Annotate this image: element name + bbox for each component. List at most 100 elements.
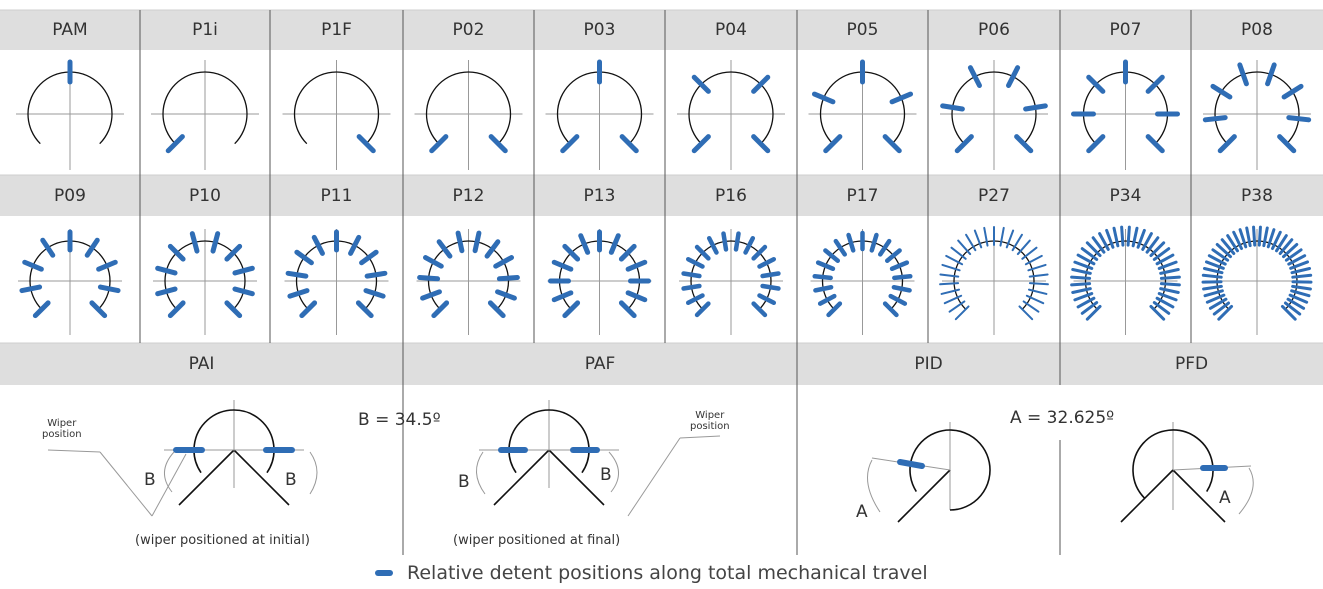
detent-mark: [299, 300, 318, 319]
legend-text: Relative detent positions along total me…: [407, 562, 928, 584]
detent-mark: [940, 288, 961, 295]
detent-mark: [1283, 301, 1302, 316]
detent-mark: [1155, 253, 1175, 266]
detent-mark: [1202, 267, 1224, 275]
detent-mark: [1085, 241, 1102, 258]
header-pai: PAI: [188, 354, 215, 374]
detent-mark: [939, 273, 960, 278]
b-angle-value: B = 34.5º: [358, 410, 441, 430]
angle-b-arc-right: [309, 451, 318, 495]
detent-mark: [363, 288, 386, 299]
detent-mark: [1288, 293, 1309, 304]
detent-mark: [1070, 282, 1092, 287]
detent-mark: [1005, 229, 1015, 249]
header-p08: P08: [1241, 20, 1273, 40]
pid-letter-a: A: [856, 502, 868, 522]
header-p06: P06: [978, 20, 1010, 40]
row1-header-band: [0, 10, 1323, 50]
detent-swatch-icon: [375, 570, 393, 576]
header-p03: P03: [583, 20, 616, 40]
detent-mark: [429, 134, 449, 154]
detent-mark: [1291, 273, 1313, 279]
a-angle-value: A = 32.625º: [1010, 408, 1115, 428]
detent-mark: [1091, 236, 1106, 254]
detent-mark: [812, 274, 833, 281]
detent-mark: [560, 134, 580, 154]
detent-mark: [941, 263, 961, 272]
header-p27: P27: [978, 185, 1010, 206]
detent-mark: [888, 293, 908, 306]
detent-mark: [618, 300, 637, 319]
detent-mark: [487, 300, 506, 319]
detent-mark: [751, 74, 771, 94]
detent-mark: [1086, 134, 1106, 154]
travel-end-line: [1172, 469, 1226, 523]
detent-mark: [878, 238, 892, 257]
detent-mark: [1021, 246, 1038, 260]
detent-mark: [484, 239, 501, 259]
detent-mark: [472, 230, 482, 254]
detent-mark: [1220, 238, 1236, 255]
travel-arc: [164, 240, 246, 310]
detent-mark: [823, 134, 843, 154]
header-p02: P02: [452, 20, 485, 40]
detent-mark: [694, 301, 711, 318]
detent-mark: [1215, 242, 1232, 259]
detent-mark: [721, 231, 729, 252]
travel-start-line: [897, 469, 951, 523]
header-p05: P05: [846, 20, 879, 40]
detent-mark: [897, 459, 925, 469]
detent-mark: [1136, 228, 1146, 249]
detent-mark: [1071, 287, 1092, 294]
detent-mark: [232, 265, 255, 276]
detent-mark: [685, 293, 705, 306]
detent-mark: [1281, 83, 1304, 100]
detent-mark: [1028, 282, 1049, 286]
wiper-leader-a: [47, 449, 101, 453]
travel-arc: [162, 71, 248, 145]
legend: Relative detent positions along total me…: [375, 562, 928, 584]
detent-mark: [694, 244, 711, 261]
detent-mark: [488, 134, 508, 154]
detent-mark: [40, 237, 56, 258]
travel-arc: [951, 71, 1037, 145]
detent-mark: [760, 271, 781, 279]
header-p16: P16: [715, 185, 747, 206]
detent-mark: [224, 300, 243, 319]
caption-final: (wiper positioned at final): [453, 533, 621, 548]
detent-mark: [210, 231, 221, 254]
detent-mark: [1131, 226, 1139, 248]
detent-mark: [1287, 254, 1307, 266]
header-p09: P09: [54, 185, 86, 206]
detent-mark: [1290, 267, 1312, 275]
detent-mark: [757, 256, 777, 269]
detent-mark: [495, 289, 517, 301]
detent-mark: [948, 300, 966, 313]
detent-mark: [1120, 225, 1125, 247]
pai-letter-b-right: B: [285, 470, 297, 490]
detent-mark: [189, 231, 200, 254]
detent-mark: [1208, 297, 1228, 310]
detent-mark: [1076, 253, 1096, 266]
detent-mark: [813, 284, 834, 293]
detent-mark: [311, 234, 325, 256]
header-p12: P12: [452, 185, 485, 206]
detent-mark: [1159, 275, 1181, 280]
header-p13: P13: [583, 185, 616, 206]
detent-mark: [167, 243, 186, 262]
detent-mark: [1149, 241, 1166, 258]
header-pam: PAM: [52, 20, 88, 40]
detent-mark: [1016, 239, 1031, 256]
travel-end-line: [548, 449, 605, 506]
detent-mark: [939, 282, 960, 286]
detent-mark: [1252, 225, 1257, 247]
detent-mark: [1284, 248, 1303, 262]
detent-mark: [1291, 284, 1312, 291]
detent-mark: [882, 134, 902, 154]
detent-mark: [1027, 263, 1047, 272]
detent-mark: [1076, 296, 1096, 309]
detent-mark: [1023, 103, 1048, 112]
detent-mark: [757, 293, 777, 306]
detent-mark: [551, 290, 574, 303]
detent-mark: [417, 275, 441, 282]
